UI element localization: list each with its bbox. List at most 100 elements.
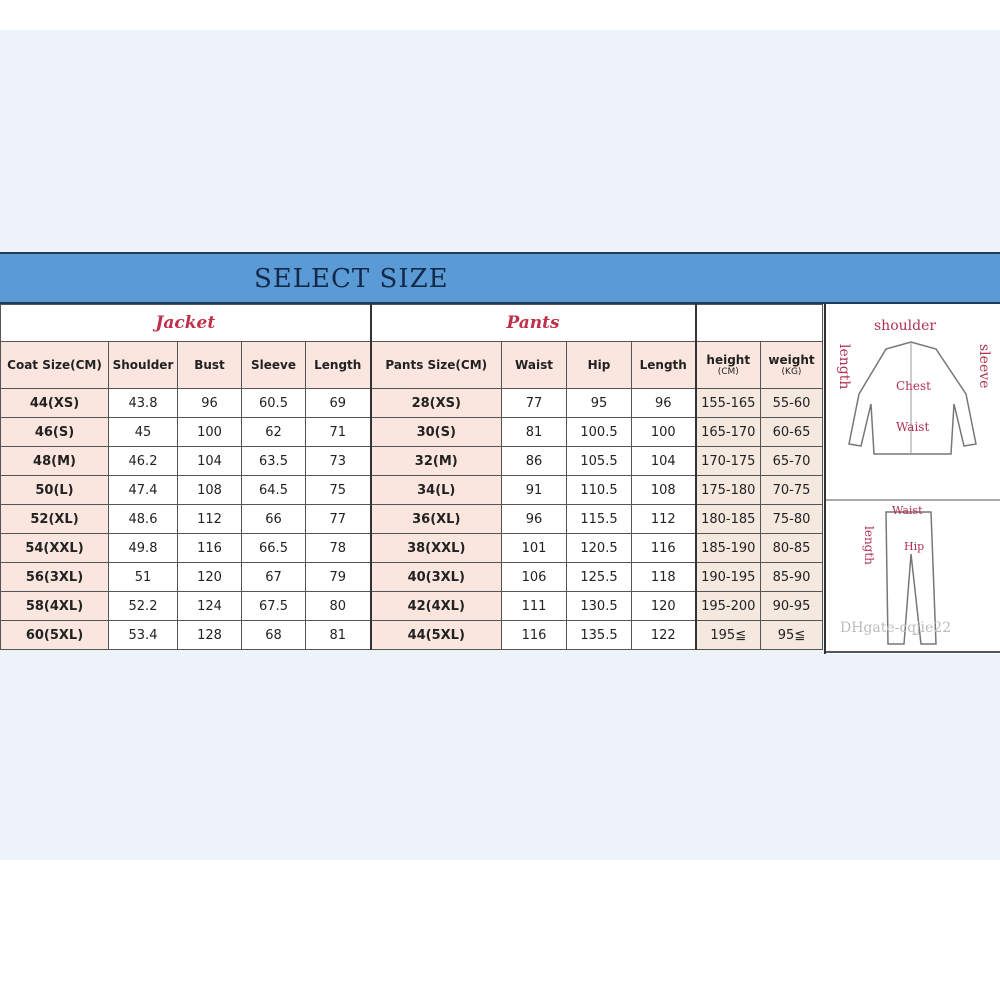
weight-cell: 65-70 <box>760 446 823 476</box>
garment-illustration <box>826 304 1000 653</box>
body-header-label: weight <box>768 353 815 367</box>
body-header-label: height <box>706 353 751 367</box>
weight-cell: 60-65 <box>760 417 823 447</box>
pants-value-cell: 77 <box>501 388 567 418</box>
pants-column-header: Waist <box>501 341 567 389</box>
jacket-column-header: Bust <box>177 341 242 389</box>
jacket-value-cell: 112 <box>177 504 242 534</box>
pants-value-cell: 125.5 <box>566 562 632 592</box>
jacket-value-cell: 104 <box>177 446 242 476</box>
body-group-empty <box>695 304 823 342</box>
height-cell: 165-170 <box>695 417 761 447</box>
body-header-unit: (CM) <box>717 367 739 377</box>
coat-size-cell: 52(XL) <box>0 504 109 534</box>
jacket-value-cell: 63.5 <box>241 446 306 476</box>
table-row: 54(XXL) 49.8 116 66.5 78 38(XXL) 101 120.5 116 18… <box>0 533 823 563</box>
pants-value-cell: 116 <box>501 620 567 650</box>
pants-value-cell: 111 <box>501 591 567 621</box>
pants-value-cell: 86 <box>501 446 567 476</box>
pants-waist-label: Waist <box>892 504 923 517</box>
weight-cell: 70-75 <box>760 475 823 505</box>
pants-value-cell: 104 <box>631 446 697 476</box>
weight-cell: 80-85 <box>760 533 823 563</box>
jacket-value-cell: 48.6 <box>108 504 178 534</box>
weight-cell: 55-60 <box>760 388 823 418</box>
coat-size-cell: 50(L) <box>0 475 109 505</box>
pants-value-cell: 122 <box>631 620 697 650</box>
jacket-value-cell: 71 <box>305 417 372 447</box>
height-cell: 190-195 <box>695 562 761 592</box>
pants-column-header: Hip <box>566 341 632 389</box>
pants-column-header: Pants Size(CM) <box>370 341 502 389</box>
pants-value-cell: 96 <box>501 504 567 534</box>
jacket-value-cell: 66.5 <box>241 533 306 563</box>
pants-column-header: Length <box>631 341 697 389</box>
jacket-value-cell: 45 <box>108 417 178 447</box>
pants-value-cell: 96 <box>631 388 697 418</box>
page-title: SELECT SIZE <box>254 264 449 294</box>
jacket-column-header: Shoulder <box>108 341 178 389</box>
height-cell: 180-185 <box>695 504 761 534</box>
jacket-outline-icon <box>848 341 977 455</box>
jacket-value-cell: 51 <box>108 562 178 592</box>
jacket-value-cell: 52.2 <box>108 591 178 621</box>
jacket-value-cell: 81 <box>305 620 372 650</box>
pants-size-cell: 28(XS) <box>370 388 502 418</box>
height-cell: 155-165 <box>695 388 761 418</box>
coat-size-cell: 58(4XL) <box>0 591 109 621</box>
jacket-value-cell: 128 <box>177 620 242 650</box>
jacket-value-cell: 80 <box>305 591 372 621</box>
weight-cell: 85-90 <box>760 562 823 592</box>
pants-value-cell: 116 <box>631 533 697 563</box>
pants-value-cell: 91 <box>501 475 567 505</box>
pants-value-cell: 106 <box>501 562 567 592</box>
jacket-value-cell: 69 <box>305 388 372 418</box>
jacket-value-cell: 67.5 <box>241 591 306 621</box>
pants-value-cell: 115.5 <box>566 504 632 534</box>
height-cell: 195≦ <box>695 620 761 650</box>
jacket-value-cell: 116 <box>177 533 242 563</box>
pants-value-cell: 112 <box>631 504 697 534</box>
weight-cell: 75-80 <box>760 504 823 534</box>
jacket-value-cell: 67 <box>241 562 306 592</box>
jacket-value-cell: 73 <box>305 446 372 476</box>
table-row: 56(3XL) 51 120 67 79 40(3XL) 106 125.5 118 190-19… <box>0 562 823 592</box>
coat-size-cell: 54(XXL) <box>0 533 109 563</box>
pants-value-cell: 105.5 <box>566 446 632 476</box>
pants-value-cell: 95 <box>566 388 632 418</box>
weight-cell: 90-95 <box>760 591 823 621</box>
table-row: 50(L) 47.4 108 64.5 75 34(L) 91 110.5 108 175-180… <box>0 475 823 505</box>
pants-value-cell: 101 <box>501 533 567 563</box>
weight-cell: 95≦ <box>760 620 823 650</box>
pants-value-cell: 110.5 <box>566 475 632 505</box>
jacket-value-cell: 46.2 <box>108 446 178 476</box>
pants-value-cell: 135.5 <box>566 620 632 650</box>
sleeve-label: sleeve <box>976 344 992 389</box>
table-row: 60(5XL) 53.4 128 68 81 44(5XL) 116 135.5 122 195≦… <box>0 620 823 650</box>
jacket-value-cell: 77 <box>305 504 372 534</box>
jacket-value-cell: 43.8 <box>108 388 178 418</box>
height-cell: 175-180 <box>695 475 761 505</box>
pants-value-cell: 108 <box>631 475 697 505</box>
pants-value-cell: 130.5 <box>566 591 632 621</box>
coat-size-cell: 56(3XL) <box>0 562 109 592</box>
jacket-value-cell: 53.4 <box>108 620 178 650</box>
jacket-value-cell: 66 <box>241 504 306 534</box>
jacket-value-cell: 75 <box>305 475 372 505</box>
jacket-value-cell: 49.8 <box>108 533 178 563</box>
table-row: 58(4XL) 52.2 124 67.5 80 42(4XL) 111 130.5 120 19… <box>0 591 823 621</box>
pants-outline-icon <box>885 511 937 645</box>
measurement-diagram: shoulder length sleeve Chest Waist Waist… <box>824 304 1000 654</box>
pants-size-cell: 32(M) <box>370 446 502 476</box>
pants-value-cell: 100.5 <box>566 417 632 447</box>
table-row: 46(S) 45 100 62 71 30(S) 81 100.5 100 165-170 60-6… <box>0 417 823 447</box>
shoulder-label: shoulder <box>874 318 937 334</box>
pants-size-cell: 44(5XL) <box>370 620 502 650</box>
pants-size-cell: 38(XXL) <box>370 533 502 563</box>
jacket-value-cell: 68 <box>241 620 306 650</box>
jacket-value-cell: 79 <box>305 562 372 592</box>
jacket-group-label: Jacket <box>0 304 372 342</box>
pants-size-cell: 34(L) <box>370 475 502 505</box>
body-header-unit: (KG) <box>781 367 802 377</box>
jacket-column-header: Length <box>305 341 372 389</box>
